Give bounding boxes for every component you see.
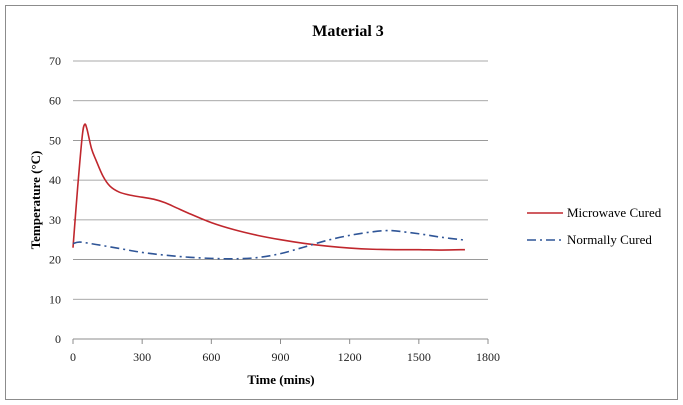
x-axis-label: Time (mins) xyxy=(247,372,314,387)
y-tick-label: 10 xyxy=(49,292,61,306)
x-tick-label: 1500 xyxy=(407,350,431,364)
x-tick-label: 1800 xyxy=(476,350,500,364)
y-tick-label: 20 xyxy=(49,253,61,267)
series-lines xyxy=(72,123,466,260)
y-tick-label: 40 xyxy=(49,173,61,187)
x-tick-label: 1200 xyxy=(338,350,362,364)
x-tick-label: 600 xyxy=(202,350,220,364)
series-line-normally-cured xyxy=(72,229,466,260)
series-line-microwave-cured xyxy=(72,123,465,251)
legend-label-normally-cured: Normally Cured xyxy=(567,232,652,247)
x-tick-label: 0 xyxy=(70,350,76,364)
y-axis-label: Temperature (°C) xyxy=(28,151,43,250)
y-axis-ticks: 0 10 20 30 40 50 60 70 xyxy=(49,54,61,346)
y-tick-label: 50 xyxy=(49,133,61,147)
legend: Microwave Cured Normally Cured xyxy=(527,205,662,247)
y-tick-label: 0 xyxy=(55,332,61,346)
x-tick-label: 900 xyxy=(272,350,290,364)
y-tick-label: 60 xyxy=(49,94,61,108)
legend-label-microwave-cured: Microwave Cured xyxy=(567,205,662,220)
y-tick-label: 30 xyxy=(49,213,61,227)
chart-title: Material 3 xyxy=(312,23,384,40)
x-tick-label: 300 xyxy=(133,350,151,364)
chart-border xyxy=(5,5,678,400)
x-axis-ticks: 0 300 600 900 1200 1500 1800 xyxy=(70,339,500,364)
y-tick-label: 70 xyxy=(49,54,61,68)
gridlines xyxy=(73,60,488,340)
